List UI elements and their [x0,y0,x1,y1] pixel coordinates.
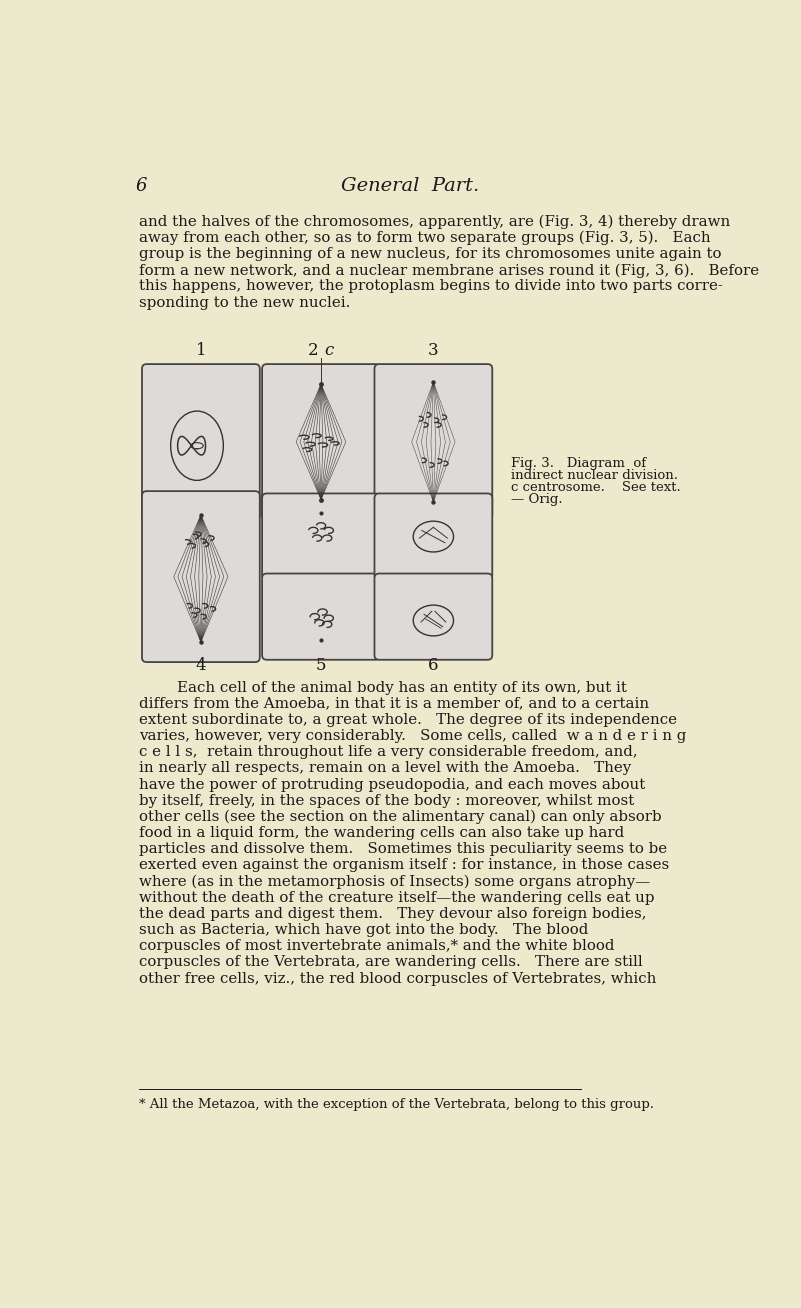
Text: c e l l s,  retain throughout life a very considerable freedom, and,: c e l l s, retain throughout life a very… [139,746,638,759]
Text: 4: 4 [195,658,206,675]
Text: have the power of protruding pseudopodia, and each moves about: have the power of protruding pseudopodia… [139,777,645,791]
Text: 1: 1 [195,343,206,360]
Text: the dead parts and digest them.   They devour also foreign bodies,: the dead parts and digest them. They dev… [139,906,646,921]
Text: away from each other, so as to form two separate groups (Fig. 3, 5).   Each: away from each other, so as to form two … [139,232,710,246]
Text: and the halves of the chromosomes, apparently, are (Fig. 3, 4) thereby drawn: and the halves of the chromosomes, appar… [139,215,731,229]
Text: corpuscles of the Vertebrata, are wandering cells.   There are still: corpuscles of the Vertebrata, are wander… [139,955,642,969]
Text: 6: 6 [135,177,147,195]
FancyBboxPatch shape [142,490,260,662]
Text: sponding to the new nuclei.: sponding to the new nuclei. [139,296,350,310]
Text: corpuscles of most invertebrate animals,* and the white blood: corpuscles of most invertebrate animals,… [139,939,614,954]
Text: group is the beginning of a new nucleus, for its chromosomes unite again to: group is the beginning of a new nucleus,… [139,247,722,262]
Text: by itself, freely, in the spaces of the body : moreover, whilst most: by itself, freely, in the spaces of the … [139,794,634,808]
FancyBboxPatch shape [375,364,493,519]
Text: food in a liquid form, the wandering cells can also take up hard: food in a liquid form, the wandering cel… [139,827,624,840]
FancyBboxPatch shape [142,364,260,519]
Text: in nearly all respects, remain on a level with the Amoeba.   They: in nearly all respects, remain on a leve… [139,761,631,776]
Text: exerted even against the organism itself : for instance, in those cases: exerted even against the organism itself… [139,858,669,872]
FancyBboxPatch shape [262,364,380,519]
Text: extent subordinate to, a great whole.   The degree of its independence: extent subordinate to, a great whole. Th… [139,713,677,727]
Text: other free cells, viz., the red blood corpuscles of Vertebrates, which: other free cells, viz., the red blood co… [139,972,656,986]
Text: particles and dissolve them.   Sometimes this peculiarity seems to be: particles and dissolve them. Sometimes t… [139,842,667,857]
Text: * All the Metazoa, with the exception of the Vertebrata, belong to this group.: * All the Metazoa, with the exception of… [139,1097,654,1110]
Text: this happens, however, the protoplasm begins to divide into two parts corre-: this happens, however, the protoplasm be… [139,280,723,293]
Text: where (as in the metamorphosis of Insects) some organs atrophy—: where (as in the metamorphosis of Insect… [139,875,650,889]
Text: without the death of the creature itself—the wandering cells eat up: without the death of the creature itself… [139,891,654,905]
Text: Each cell of the animal body has an entity of its own, but it: Each cell of the animal body has an enti… [139,680,626,695]
Text: form a new network, and a nuclear membrane arises round it (Fig, 3, 6).   Before: form a new network, and a nuclear membra… [139,263,759,277]
Text: 6: 6 [428,658,439,675]
FancyBboxPatch shape [375,493,493,579]
Text: c centrosome.    See text.: c centrosome. See text. [511,481,681,494]
Text: other cells (see the section on the alimentary canal) can only absorb: other cells (see the section on the alim… [139,810,662,824]
Text: differs from the Amoeba, in that it is a member of, and to a certain: differs from the Amoeba, in that it is a… [139,697,649,710]
FancyBboxPatch shape [262,493,380,579]
Text: Fig. 3.   Diagram  of: Fig. 3. Diagram of [511,458,646,471]
Text: such as Bacteria, which have got into the body.   The blood: such as Bacteria, which have got into th… [139,923,588,937]
Text: indirect nuclear division.: indirect nuclear division. [511,470,678,483]
FancyBboxPatch shape [375,573,493,659]
FancyBboxPatch shape [262,573,380,659]
Text: General  Part.: General Part. [341,177,479,195]
Text: varies, however, very considerably.   Some cells, called  w a n d e r i n g: varies, however, very considerably. Some… [139,729,686,743]
Text: c: c [324,343,333,360]
Text: 5: 5 [316,658,326,675]
Text: — Orig.: — Orig. [511,493,562,506]
Text: 3: 3 [428,343,439,360]
Text: 2: 2 [308,343,319,360]
